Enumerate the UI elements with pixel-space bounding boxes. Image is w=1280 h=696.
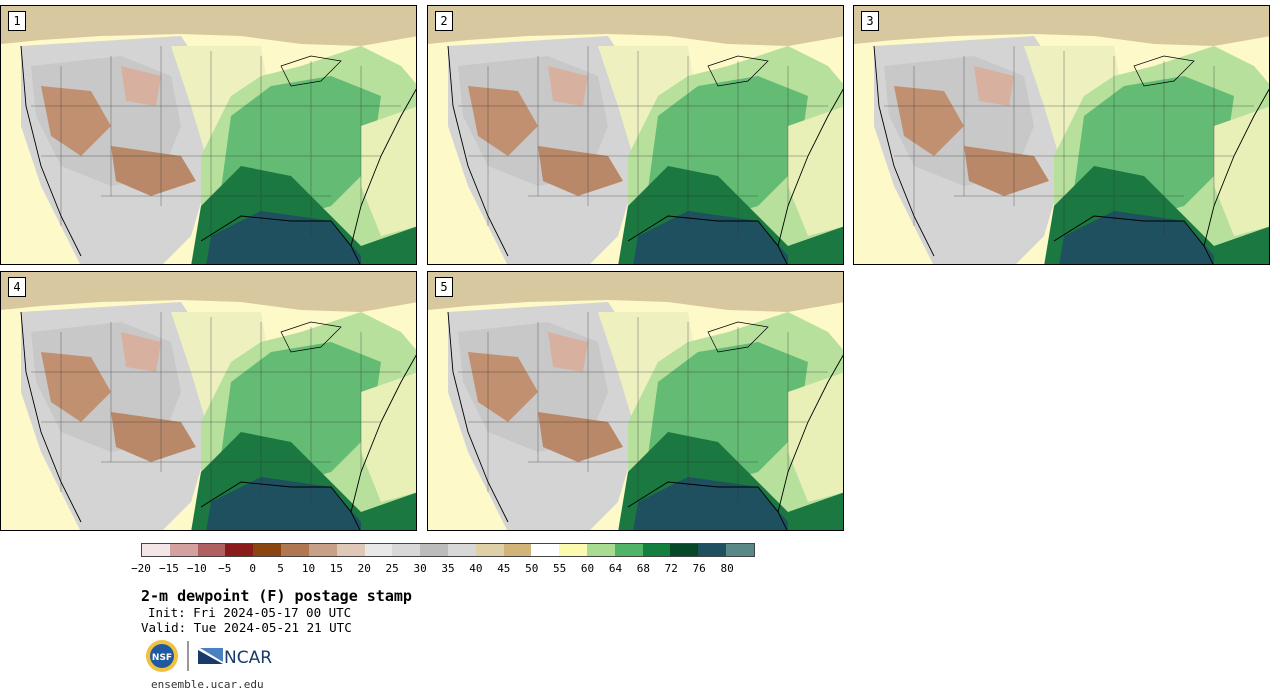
panel-label: 2 [435, 11, 453, 31]
map-panel-1: 1 [0, 5, 417, 265]
colorbar-swatch [587, 544, 615, 556]
colorbar-swatch [308, 544, 337, 556]
colorbar-tick-label: 0 [249, 562, 256, 575]
panel-label: 1 [8, 11, 26, 31]
colorbar-tick-label: 10 [301, 562, 316, 575]
panel-label: 5 [435, 277, 453, 297]
colorbar-tick-label: 30 [413, 562, 427, 575]
colorbar [141, 543, 755, 557]
dewpoint-map [854, 6, 1270, 265]
dewpoint-map [1, 6, 417, 265]
colorbar-tick-label: 25 [385, 562, 399, 575]
colorbar-swatch [447, 544, 476, 556]
colorbar-swatch [281, 544, 309, 556]
colorbar-tick-label: −20 [131, 562, 151, 575]
colorbar-tick-label: 64 [608, 562, 623, 575]
colorbar-swatch [642, 544, 671, 556]
map-panel-3: 3 [853, 5, 1270, 265]
ncar-logo-icon: NCAR [198, 648, 272, 668]
panel-label: 4 [8, 277, 26, 297]
colorbar-tick-label: 55 [553, 562, 567, 575]
colorbar-swatch [726, 544, 754, 556]
colorbar-swatch [169, 544, 198, 556]
init-time: Init: Fri 2024-05-17 00 UTC [148, 605, 352, 620]
panel-label: 3 [861, 11, 879, 31]
colorbar-swatch [225, 544, 254, 556]
colorbar-tick-label: −15 [158, 562, 179, 575]
map-panel-4: 4 [0, 271, 417, 531]
colorbar-tick-label: 68 [636, 562, 650, 575]
plot-title: 2-m dewpoint (F) postage stamp [141, 587, 412, 605]
dewpoint-map [428, 6, 844, 265]
colorbar-tick-label: −5 [218, 562, 232, 575]
colorbar-tick-label: 72 [664, 562, 678, 575]
colorbar-tick-label: 35 [441, 562, 455, 575]
colorbar-ticks: −20 −15 −10 −5 0 5 10 15 20 25 30 35 40 45 50 55 60 64 68 7… [131, 562, 755, 576]
colorbar-tick-label: −10 [186, 562, 207, 575]
colorbar-swatch [197, 544, 226, 556]
colorbar-tick-label: 15 [329, 562, 343, 575]
colorbar-swatch [420, 544, 448, 556]
map-panel-5: 5 [427, 271, 844, 531]
colorbar-swatch [531, 544, 560, 556]
colorbar-tick-label: 80 [720, 562, 734, 575]
colorbar-tick-label: 45 [497, 562, 511, 575]
dewpoint-map [428, 272, 844, 531]
map-panel-2: 2 [427, 5, 844, 265]
colorbar-swatch [142, 544, 170, 556]
colorbar-swatch [392, 544, 421, 556]
colorbar-swatch [670, 544, 699, 556]
ncar-logo-text: NCAR [224, 648, 272, 668]
valid-time: Valid: Tue 2024-05-21 21 UTC [141, 620, 352, 635]
colorbar-swatch [614, 544, 643, 556]
site-url: ensemble.ucar.edu [151, 678, 264, 691]
colorbar-tick-label: 60 [580, 562, 595, 575]
colorbar-swatch [559, 544, 587, 556]
colorbar-tick-label: 5 [277, 562, 284, 575]
colorbar-swatch [475, 544, 504, 556]
colorbar-tick-label: 20 [357, 562, 371, 575]
nsf-logo-icon: NSF [146, 640, 178, 672]
colorbar-swatch [698, 544, 727, 556]
colorbar-tick-label: 40 [469, 562, 483, 575]
colorbar-swatch [253, 544, 282, 556]
colorbar-tick-label: 76 [692, 562, 706, 575]
colorbar-swatch [503, 544, 532, 556]
colorbar-tick-label: 50 [525, 562, 539, 575]
colorbar-swatch [336, 544, 365, 556]
logos: NSF NCAR [146, 640, 272, 672]
colorbar-swatch [364, 544, 393, 556]
dewpoint-map [1, 272, 417, 531]
nsf-logo-text: NSF [152, 653, 172, 663]
